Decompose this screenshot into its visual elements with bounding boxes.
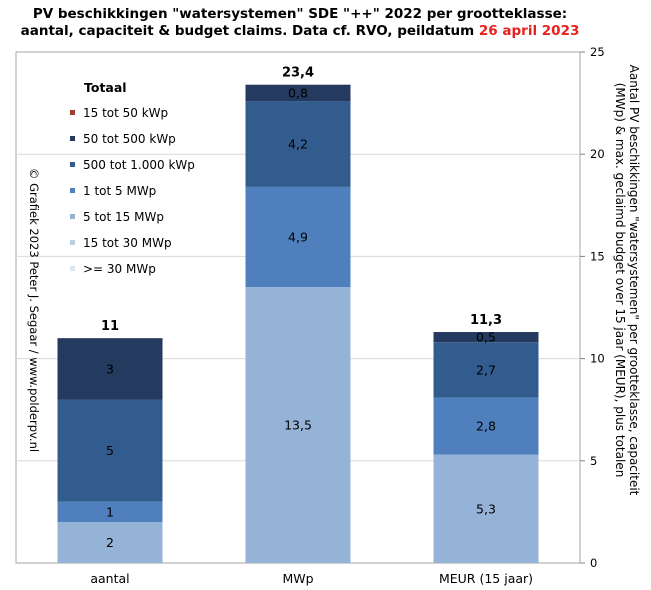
total-label: 23,4	[282, 66, 314, 81]
x-tick-label: aantal	[90, 571, 129, 586]
total-label: 11	[101, 319, 119, 334]
segment-label: 2,8	[476, 419, 496, 434]
legend-label: 15 tot 50 kWp	[83, 106, 169, 120]
y-tick-label: 15	[590, 249, 605, 263]
segment-label: 5,3	[476, 501, 496, 516]
chart-title: PV beschikkingen "watersystemen" SDE "++…	[0, 6, 600, 40]
legend-item: 15 tot 50 kWp	[70, 105, 195, 131]
legend-label: 1 tot 5 MWp	[83, 184, 157, 198]
legend-label: 500 tot 1.000 kWp	[83, 158, 195, 172]
title-line-2: aantal, capaciteit & budget claims. Data…	[0, 23, 600, 40]
legend-label: 50 tot 500 kWp	[83, 132, 176, 146]
legend-swatch	[70, 188, 75, 193]
legend: Totaal 15 tot 50 kWp 50 tot 500 kWp 500 to…	[70, 80, 195, 287]
legend-swatch	[70, 110, 75, 115]
bar-segment	[57, 338, 163, 400]
segment-label: 0,8	[288, 85, 308, 100]
bar-segment	[433, 332, 539, 343]
y-axis-title: Aantal PV beschikkingen "watersystemen" …	[613, 64, 641, 496]
bar-segment	[245, 101, 351, 187]
bar-segment	[433, 342, 539, 398]
title-line-2-prefix: aantal, capaciteit & budget claims. Data…	[20, 23, 479, 39]
legend-label: 15 tot 30 MWp	[83, 236, 172, 250]
legend-item: 5 tot 15 MWp	[70, 209, 195, 235]
bar-segment	[245, 84, 351, 102]
legend-item: 50 tot 500 kWp	[70, 131, 195, 157]
y-tick-label: 10	[590, 352, 605, 366]
segment-label: 1	[106, 504, 114, 519]
legend-swatch	[70, 162, 75, 167]
bar-segment	[245, 287, 351, 563]
legend-label: >= 30 MWp	[83, 262, 156, 276]
legend-swatch	[70, 266, 75, 271]
bar-segment	[57, 501, 163, 523]
legend-swatch	[70, 136, 75, 141]
segment-label: 0,5	[476, 330, 496, 345]
total-label: 11,3	[470, 313, 502, 328]
segment-label: 13,5	[284, 418, 312, 433]
legend-item: 1 tot 5 MWp	[70, 183, 195, 209]
legend-item: 15 tot 30 MWp	[70, 235, 195, 261]
segment-label: 2	[106, 535, 114, 550]
title-date: 26 april 2023	[478, 23, 580, 39]
bar-segment	[433, 397, 539, 455]
y-tick-label: 25	[590, 45, 605, 59]
x-tick-label: MWp	[282, 571, 313, 586]
y-tick-label: 5	[590, 454, 597, 468]
bar-segment	[57, 522, 163, 563]
title-line-1: PV beschikkingen "watersystemen" SDE "++…	[32, 6, 568, 22]
legend-label: 5 tot 15 MWp	[83, 210, 164, 224]
segment-label: 5	[106, 443, 114, 458]
bar-segment	[433, 454, 539, 563]
copyright-text: © Grafiek 2023 Peter J. Segaar / www.pol…	[27, 167, 41, 453]
legend-item: 500 tot 1.000 kWp	[70, 157, 195, 183]
legend-title: Totaal	[84, 80, 127, 95]
legend-item: >= 30 MWp	[70, 261, 195, 287]
y-tick-label: 20	[590, 147, 605, 161]
segment-label: 2,7	[476, 362, 496, 377]
segment-label: 4,9	[288, 229, 308, 244]
legend-swatch	[70, 214, 75, 219]
x-tick-label: MEUR (15 jaar)	[439, 571, 533, 586]
legend-swatch	[70, 240, 75, 245]
y-tick-label: 0	[590, 556, 597, 570]
bar-segment	[245, 186, 351, 288]
segment-label: 3	[106, 361, 114, 376]
segment-label: 4,2	[288, 136, 308, 151]
bar-segment	[57, 399, 163, 502]
